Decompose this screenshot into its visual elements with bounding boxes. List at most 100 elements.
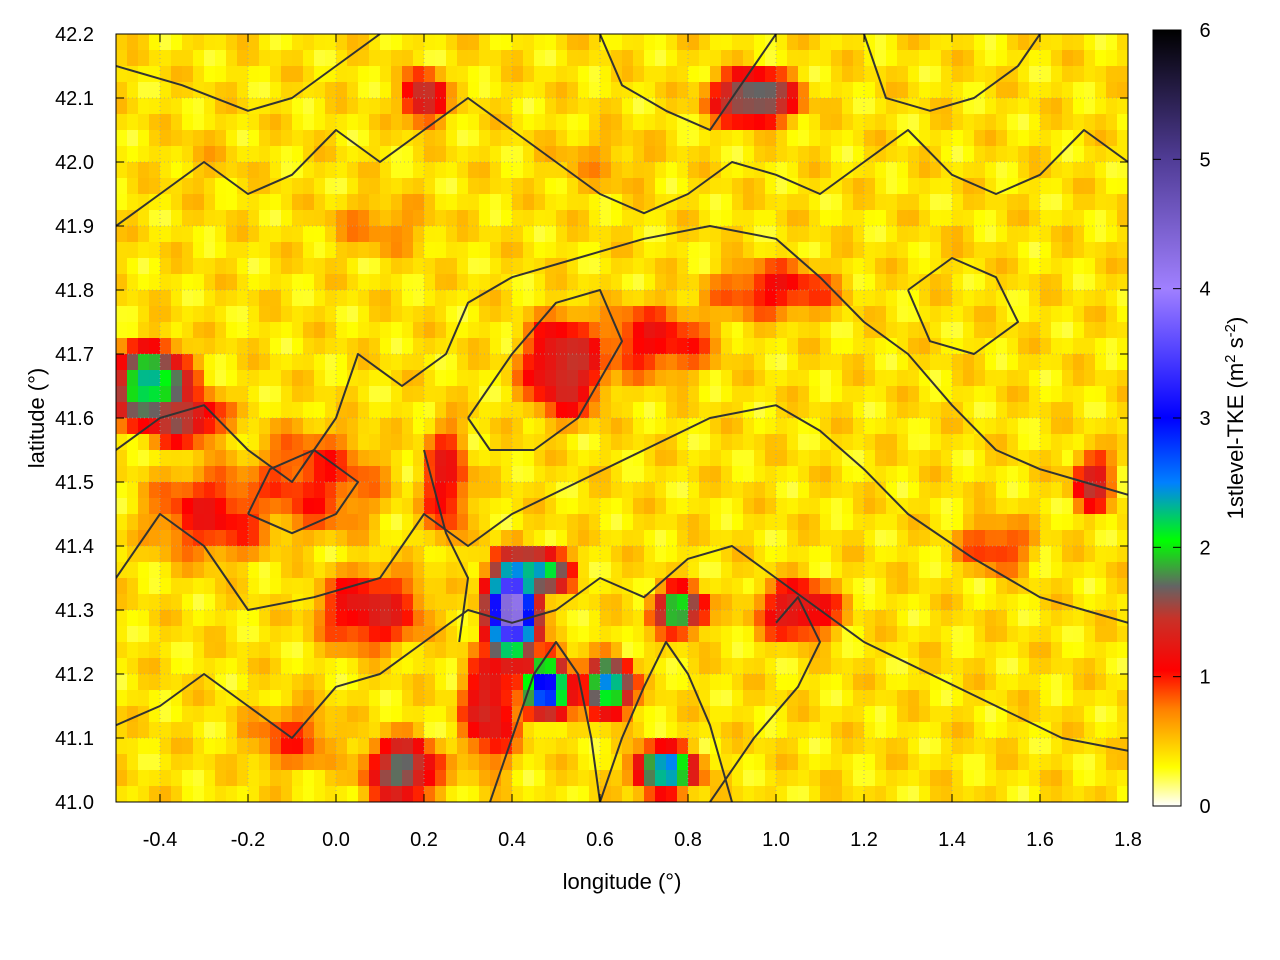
field-cell bbox=[270, 82, 282, 99]
field-cell bbox=[963, 514, 975, 531]
field-cell bbox=[171, 578, 183, 595]
field-cell bbox=[380, 66, 392, 83]
field-cell bbox=[567, 770, 579, 787]
field-cell bbox=[831, 50, 843, 67]
field-cell bbox=[985, 162, 997, 179]
field-cell bbox=[721, 402, 733, 419]
field-cell bbox=[182, 466, 194, 483]
field-cell bbox=[182, 354, 194, 371]
field-cell bbox=[1062, 258, 1074, 275]
colorbar-tick-label: 2 bbox=[1199, 537, 1210, 559]
field-cell bbox=[996, 354, 1008, 371]
field-cell bbox=[886, 242, 898, 259]
field-cell bbox=[831, 754, 843, 771]
field-cell bbox=[908, 642, 920, 659]
field-cell bbox=[842, 594, 854, 611]
field-cell bbox=[391, 306, 403, 323]
field-cell bbox=[424, 258, 436, 275]
field-cell bbox=[468, 370, 480, 387]
field-cell bbox=[523, 338, 535, 355]
field-cell bbox=[468, 610, 480, 627]
field-cell bbox=[1084, 754, 1096, 771]
field-cell bbox=[886, 274, 898, 291]
field-cell bbox=[1062, 162, 1074, 179]
field-cell bbox=[534, 594, 546, 611]
field-cell bbox=[600, 178, 612, 195]
field-cell bbox=[303, 642, 315, 659]
colorbar-tick-label: 4 bbox=[1199, 279, 1210, 301]
field-cell bbox=[501, 786, 513, 802]
field-cell bbox=[501, 146, 513, 163]
field-cell bbox=[424, 514, 436, 531]
field-cell bbox=[897, 98, 909, 115]
field-cell bbox=[314, 450, 326, 467]
field-cell bbox=[809, 162, 821, 179]
field-cell bbox=[1051, 114, 1063, 131]
field-cell bbox=[171, 242, 183, 259]
field-cell bbox=[292, 642, 304, 659]
field-cell bbox=[303, 370, 315, 387]
x-tick-label: 0.6 bbox=[586, 829, 614, 851]
field-cell bbox=[974, 674, 986, 691]
field-cell bbox=[281, 178, 293, 195]
field-cell bbox=[831, 290, 843, 307]
field-cell bbox=[699, 178, 711, 195]
field-cell bbox=[457, 562, 469, 579]
field-cell bbox=[567, 98, 579, 115]
field-cell bbox=[710, 434, 722, 451]
field-cell bbox=[831, 82, 843, 99]
field-cell bbox=[688, 82, 700, 99]
field-cell bbox=[457, 146, 469, 163]
field-cell bbox=[501, 290, 513, 307]
field-cell bbox=[567, 402, 579, 419]
field-cell bbox=[1084, 626, 1096, 643]
field-cell bbox=[677, 578, 689, 595]
field-cell bbox=[1073, 706, 1085, 723]
field-cell bbox=[171, 386, 183, 403]
field-cell bbox=[556, 562, 568, 579]
field-cell bbox=[534, 482, 546, 499]
field-cell bbox=[413, 322, 425, 339]
field-cell bbox=[886, 194, 898, 211]
field-cell bbox=[127, 482, 139, 499]
field-cell bbox=[842, 146, 854, 163]
field-cell bbox=[116, 594, 128, 611]
field-cell bbox=[1062, 114, 1074, 131]
field-cell bbox=[468, 162, 480, 179]
field-cell bbox=[864, 594, 876, 611]
field-cell bbox=[149, 242, 161, 259]
y-tick-label: 41.3 bbox=[55, 600, 94, 622]
field-cell bbox=[776, 706, 788, 723]
field-cell bbox=[1084, 354, 1096, 371]
field-cell bbox=[930, 594, 942, 611]
field-cell bbox=[787, 722, 799, 739]
field-cell bbox=[809, 722, 821, 739]
field-cell bbox=[116, 642, 128, 659]
field-cell bbox=[160, 306, 172, 323]
field-cell bbox=[391, 514, 403, 531]
field-cell bbox=[919, 210, 931, 227]
y-tick-label: 42.2 bbox=[55, 24, 94, 46]
field-cell bbox=[347, 450, 359, 467]
field-cell bbox=[611, 306, 623, 323]
field-cell bbox=[996, 258, 1008, 275]
field-cell bbox=[215, 178, 227, 195]
field-cell bbox=[578, 546, 590, 563]
field-cell bbox=[1106, 402, 1118, 419]
field-cell bbox=[490, 562, 502, 579]
field-cell bbox=[864, 274, 876, 291]
field-cell bbox=[1106, 594, 1118, 611]
field-cell bbox=[919, 674, 931, 691]
field-cell bbox=[171, 546, 183, 563]
field-cell bbox=[853, 754, 865, 771]
field-cell bbox=[688, 594, 700, 611]
field-cell bbox=[853, 738, 865, 755]
field-cell bbox=[402, 258, 414, 275]
field-cell bbox=[963, 578, 975, 595]
field-cell bbox=[171, 482, 183, 499]
field-cell bbox=[820, 466, 832, 483]
field-cell bbox=[666, 770, 678, 787]
field-cell bbox=[952, 178, 964, 195]
field-cell bbox=[864, 674, 876, 691]
field-cell bbox=[281, 322, 293, 339]
